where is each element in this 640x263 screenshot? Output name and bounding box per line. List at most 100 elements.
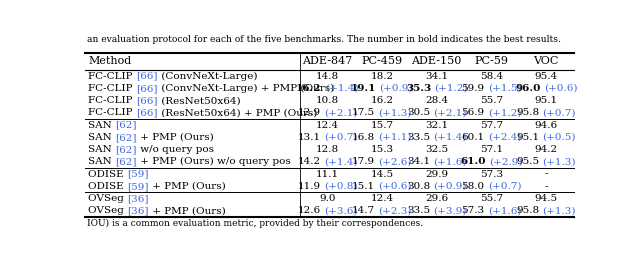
Text: 30.5: 30.5 xyxy=(407,108,430,117)
Text: w/o query pos: w/o query pos xyxy=(137,145,214,154)
Text: (+0.7): (+0.7) xyxy=(543,108,576,117)
Text: 12.6: 12.6 xyxy=(298,206,321,215)
Text: (+1.2): (+1.2) xyxy=(434,84,468,93)
Text: ODISE: ODISE xyxy=(88,170,127,179)
Text: 32.1: 32.1 xyxy=(425,121,448,130)
Text: (+2.1): (+2.1) xyxy=(433,108,467,117)
Text: 14.8: 14.8 xyxy=(316,72,339,81)
Text: (+1.3): (+1.3) xyxy=(378,108,412,117)
Text: 33.5: 33.5 xyxy=(407,206,430,215)
Text: 29.9: 29.9 xyxy=(425,170,448,179)
Text: (+0.7): (+0.7) xyxy=(488,182,522,191)
Text: [62]: [62] xyxy=(115,121,137,130)
Text: 94.2: 94.2 xyxy=(534,145,557,154)
Text: (+1.6): (+1.6) xyxy=(433,157,467,166)
Text: (+2.1): (+2.1) xyxy=(324,108,357,117)
Text: 17.5: 17.5 xyxy=(352,108,375,117)
Text: 58.0: 58.0 xyxy=(461,182,484,191)
Text: [66]: [66] xyxy=(136,72,157,81)
Text: (+1.2): (+1.2) xyxy=(488,108,522,117)
Text: 60.1: 60.1 xyxy=(461,133,484,142)
Text: 57.3: 57.3 xyxy=(480,170,503,179)
Text: [66]: [66] xyxy=(136,96,157,105)
Text: (+1.3): (+1.3) xyxy=(543,206,576,215)
Text: 14.7: 14.7 xyxy=(352,206,375,215)
Text: FC-CLIP: FC-CLIP xyxy=(88,108,136,117)
Text: [59]: [59] xyxy=(127,182,149,191)
Text: SAN: SAN xyxy=(88,133,115,142)
Text: (+0.9): (+0.9) xyxy=(433,182,467,191)
Text: 12.9: 12.9 xyxy=(298,108,321,117)
Text: (+0.6): (+0.6) xyxy=(544,84,577,93)
Text: 58.4: 58.4 xyxy=(480,72,503,81)
Text: SAN: SAN xyxy=(88,145,115,154)
Text: 12.4: 12.4 xyxy=(316,121,339,130)
Text: 95.1: 95.1 xyxy=(516,133,540,142)
Text: -: - xyxy=(545,182,548,191)
Text: 15.1: 15.1 xyxy=(352,182,375,191)
Text: (+2.4): (+2.4) xyxy=(488,133,522,142)
Text: 94.5: 94.5 xyxy=(534,194,557,203)
Text: (+0.5): (+0.5) xyxy=(543,133,576,142)
Text: 59.9: 59.9 xyxy=(461,84,484,93)
Text: (ConvNeXt-Large) + PMP (Ours): (ConvNeXt-Large) + PMP (Ours) xyxy=(157,84,334,93)
Text: 34.1: 34.1 xyxy=(407,157,430,166)
Text: [66]: [66] xyxy=(136,108,157,117)
Text: + PMP (Ours) w/o query pos: + PMP (Ours) w/o query pos xyxy=(137,157,291,166)
Text: [36]: [36] xyxy=(127,206,149,215)
Text: ADE-150: ADE-150 xyxy=(412,57,462,67)
Text: 14.2: 14.2 xyxy=(298,157,321,166)
Text: 15.3: 15.3 xyxy=(371,145,394,154)
Text: PC-59: PC-59 xyxy=(474,57,508,67)
Text: 61.0: 61.0 xyxy=(460,157,486,166)
Text: FC-CLIP: FC-CLIP xyxy=(88,72,136,81)
Text: 14.5: 14.5 xyxy=(371,170,394,179)
Text: 9.0: 9.0 xyxy=(319,194,335,203)
Text: (+2.6): (+2.6) xyxy=(378,157,412,166)
Text: (+1.3): (+1.3) xyxy=(543,157,576,166)
Text: 35.3: 35.3 xyxy=(406,84,431,93)
Text: 95.8: 95.8 xyxy=(516,108,540,117)
Text: (+2.9): (+2.9) xyxy=(489,157,523,166)
Text: (+0.7): (+0.7) xyxy=(324,133,357,142)
Text: [36]: [36] xyxy=(127,194,149,203)
Text: (+1.5): (+1.5) xyxy=(488,84,522,93)
Text: FC-CLIP: FC-CLIP xyxy=(88,96,136,105)
Text: 96.0: 96.0 xyxy=(515,84,540,93)
Text: SAN: SAN xyxy=(88,157,115,166)
Text: 34.1: 34.1 xyxy=(425,72,448,81)
Text: (+0.6): (+0.6) xyxy=(378,182,412,191)
Text: [62]: [62] xyxy=(115,145,137,154)
Text: (ResNet50x64): (ResNet50x64) xyxy=(157,96,240,105)
Text: (+1.4): (+1.4) xyxy=(324,157,357,166)
Text: 57.1: 57.1 xyxy=(480,145,503,154)
Text: ODISE: ODISE xyxy=(88,182,127,191)
Text: 10.8: 10.8 xyxy=(316,96,339,105)
Text: 55.7: 55.7 xyxy=(480,194,503,203)
Text: (+2.3): (+2.3) xyxy=(378,206,412,215)
Text: 17.9: 17.9 xyxy=(352,157,375,166)
Text: (+0.9): (+0.9) xyxy=(380,84,413,93)
Text: 12.8: 12.8 xyxy=(316,145,339,154)
Text: (+3.6): (+3.6) xyxy=(324,206,357,215)
Text: 13.1: 13.1 xyxy=(298,133,321,142)
Text: an evaluation protocol for each of the five benchmarks. The number in bold indic: an evaluation protocol for each of the f… xyxy=(88,35,561,44)
Text: SAN: SAN xyxy=(88,121,115,130)
Text: 56.9: 56.9 xyxy=(461,108,484,117)
Text: [66]: [66] xyxy=(136,84,157,93)
Text: 95.4: 95.4 xyxy=(534,72,557,81)
Text: (+1.4): (+1.4) xyxy=(325,84,358,93)
Text: 95.1: 95.1 xyxy=(534,96,557,105)
Text: FC-CLIP: FC-CLIP xyxy=(88,84,136,93)
Text: 16.2: 16.2 xyxy=(371,96,394,105)
Text: 15.7: 15.7 xyxy=(371,121,394,130)
Text: 16.2: 16.2 xyxy=(296,84,322,93)
Text: 57.7: 57.7 xyxy=(480,121,503,130)
Text: OVSeg: OVSeg xyxy=(88,206,127,215)
Text: 32.5: 32.5 xyxy=(425,145,448,154)
Text: (+3.9): (+3.9) xyxy=(433,206,467,215)
Text: (+1.6): (+1.6) xyxy=(488,206,522,215)
Text: 57.3: 57.3 xyxy=(461,206,484,215)
Text: 33.5: 33.5 xyxy=(407,133,430,142)
Text: ADE-847: ADE-847 xyxy=(302,57,353,67)
